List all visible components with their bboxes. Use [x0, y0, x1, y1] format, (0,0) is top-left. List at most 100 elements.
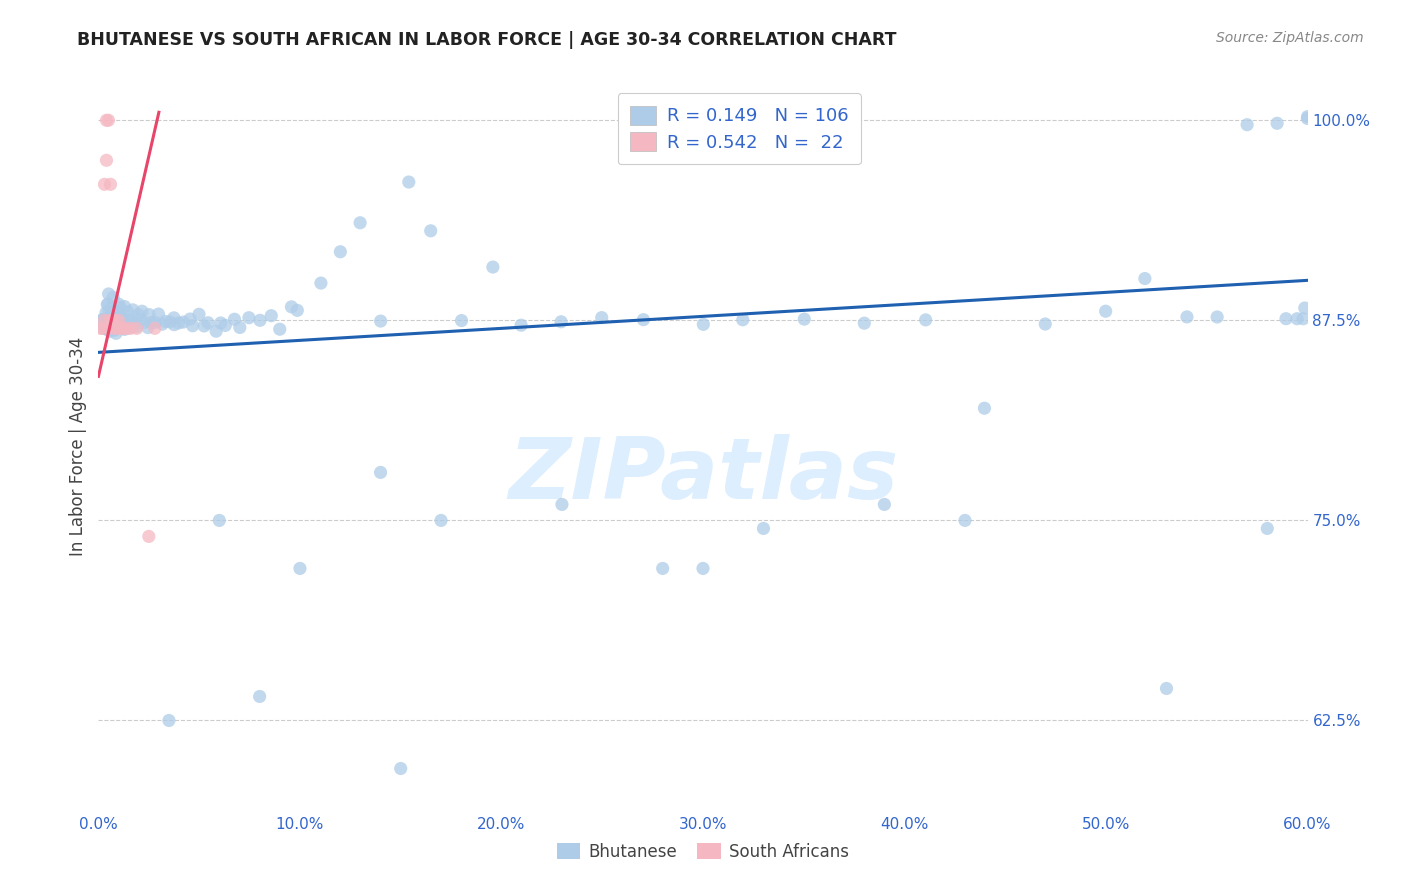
- Point: [97, 297, 120, 311]
- Point: [110, 321, 132, 335]
- Point: [103, 313, 125, 327]
- Point: [97, 317, 120, 331]
- Point: [197, 316, 219, 330]
- Point: [205, 324, 228, 338]
- Point: [97, 313, 120, 327]
- Point: [692, 318, 714, 332]
- Point: [97, 318, 120, 332]
- Point: [159, 315, 181, 329]
- Point: [389, 762, 412, 776]
- Point: [1296, 112, 1319, 126]
- Point: [143, 315, 166, 329]
- Point: [1275, 311, 1298, 326]
- Point: [1033, 317, 1056, 331]
- Point: [110, 309, 132, 323]
- Point: [163, 318, 186, 332]
- Point: [209, 316, 232, 330]
- Point: [100, 301, 122, 315]
- Point: [280, 300, 302, 314]
- Point: [214, 318, 236, 333]
- Text: Source: ZipAtlas.com: Source: ZipAtlas.com: [1216, 31, 1364, 45]
- Point: [139, 316, 162, 330]
- Point: [1206, 310, 1229, 324]
- Point: [97, 321, 120, 335]
- Point: [114, 300, 136, 314]
- Point: [249, 313, 271, 327]
- Point: [269, 322, 291, 336]
- Point: [793, 312, 815, 326]
- Point: [285, 303, 308, 318]
- Point: [148, 307, 170, 321]
- Point: [97, 310, 120, 325]
- Point: [370, 314, 392, 328]
- Point: [914, 313, 936, 327]
- Point: [103, 323, 125, 337]
- Point: [89, 321, 111, 335]
- Text: BHUTANESE VS SOUTH AFRICAN IN LABOR FORCE | AGE 30-34 CORRELATION CHART: BHUTANESE VS SOUTH AFRICAN IN LABOR FORC…: [77, 31, 897, 49]
- Point: [97, 287, 120, 301]
- Point: [108, 301, 131, 315]
- Point: [167, 316, 190, 330]
- Point: [120, 321, 142, 335]
- Point: [731, 313, 754, 327]
- Point: [118, 314, 141, 328]
- Point: [105, 305, 128, 319]
- Point: [90, 315, 112, 329]
- Point: [101, 290, 124, 304]
- Point: [163, 310, 186, 325]
- Point: [107, 297, 129, 311]
- Point: [91, 321, 114, 335]
- Point: [692, 561, 714, 575]
- Point: [208, 513, 231, 527]
- Point: [398, 175, 420, 189]
- Point: [430, 513, 453, 527]
- Point: [128, 312, 150, 326]
- Point: [111, 311, 134, 326]
- Point: [1292, 311, 1315, 326]
- Point: [93, 321, 115, 335]
- Point: [118, 320, 141, 334]
- Point: [349, 216, 371, 230]
- Y-axis label: In Labor Force | Age 30-34: In Labor Force | Age 30-34: [69, 336, 87, 556]
- Point: [131, 304, 153, 318]
- Legend: Bhutanese, South Africans: Bhutanese, South Africans: [550, 837, 856, 868]
- Point: [551, 497, 574, 511]
- Text: ZIPatlas: ZIPatlas: [508, 434, 898, 516]
- Point: [1265, 116, 1288, 130]
- Point: [591, 310, 613, 325]
- Point: [1236, 118, 1258, 132]
- Point: [229, 320, 252, 334]
- Point: [96, 153, 118, 168]
- Point: [309, 276, 332, 290]
- Point: [105, 317, 128, 331]
- Point: [136, 320, 159, 334]
- Point: [1256, 521, 1278, 535]
- Point: [103, 321, 125, 335]
- Point: [249, 690, 271, 704]
- Point: [550, 315, 572, 329]
- Point: [181, 318, 204, 333]
- Point: [125, 321, 148, 335]
- Point: [114, 317, 136, 331]
- Point: [853, 316, 876, 330]
- Point: [105, 321, 128, 335]
- Point: [288, 561, 311, 575]
- Point: [1296, 110, 1319, 124]
- Point: [122, 302, 145, 317]
- Point: [1094, 304, 1116, 318]
- Point: [96, 297, 118, 311]
- Point: [98, 324, 121, 338]
- Point: [125, 319, 148, 334]
- Point: [93, 178, 115, 192]
- Point: [96, 113, 118, 128]
- Point: [100, 313, 122, 327]
- Point: [138, 308, 160, 322]
- Point: [100, 178, 122, 192]
- Point: [138, 529, 160, 543]
- Point: [651, 561, 673, 575]
- Point: [134, 316, 156, 330]
- Point: [107, 309, 129, 323]
- Point: [1175, 310, 1198, 324]
- Point: [114, 322, 136, 336]
- Point: [115, 321, 138, 335]
